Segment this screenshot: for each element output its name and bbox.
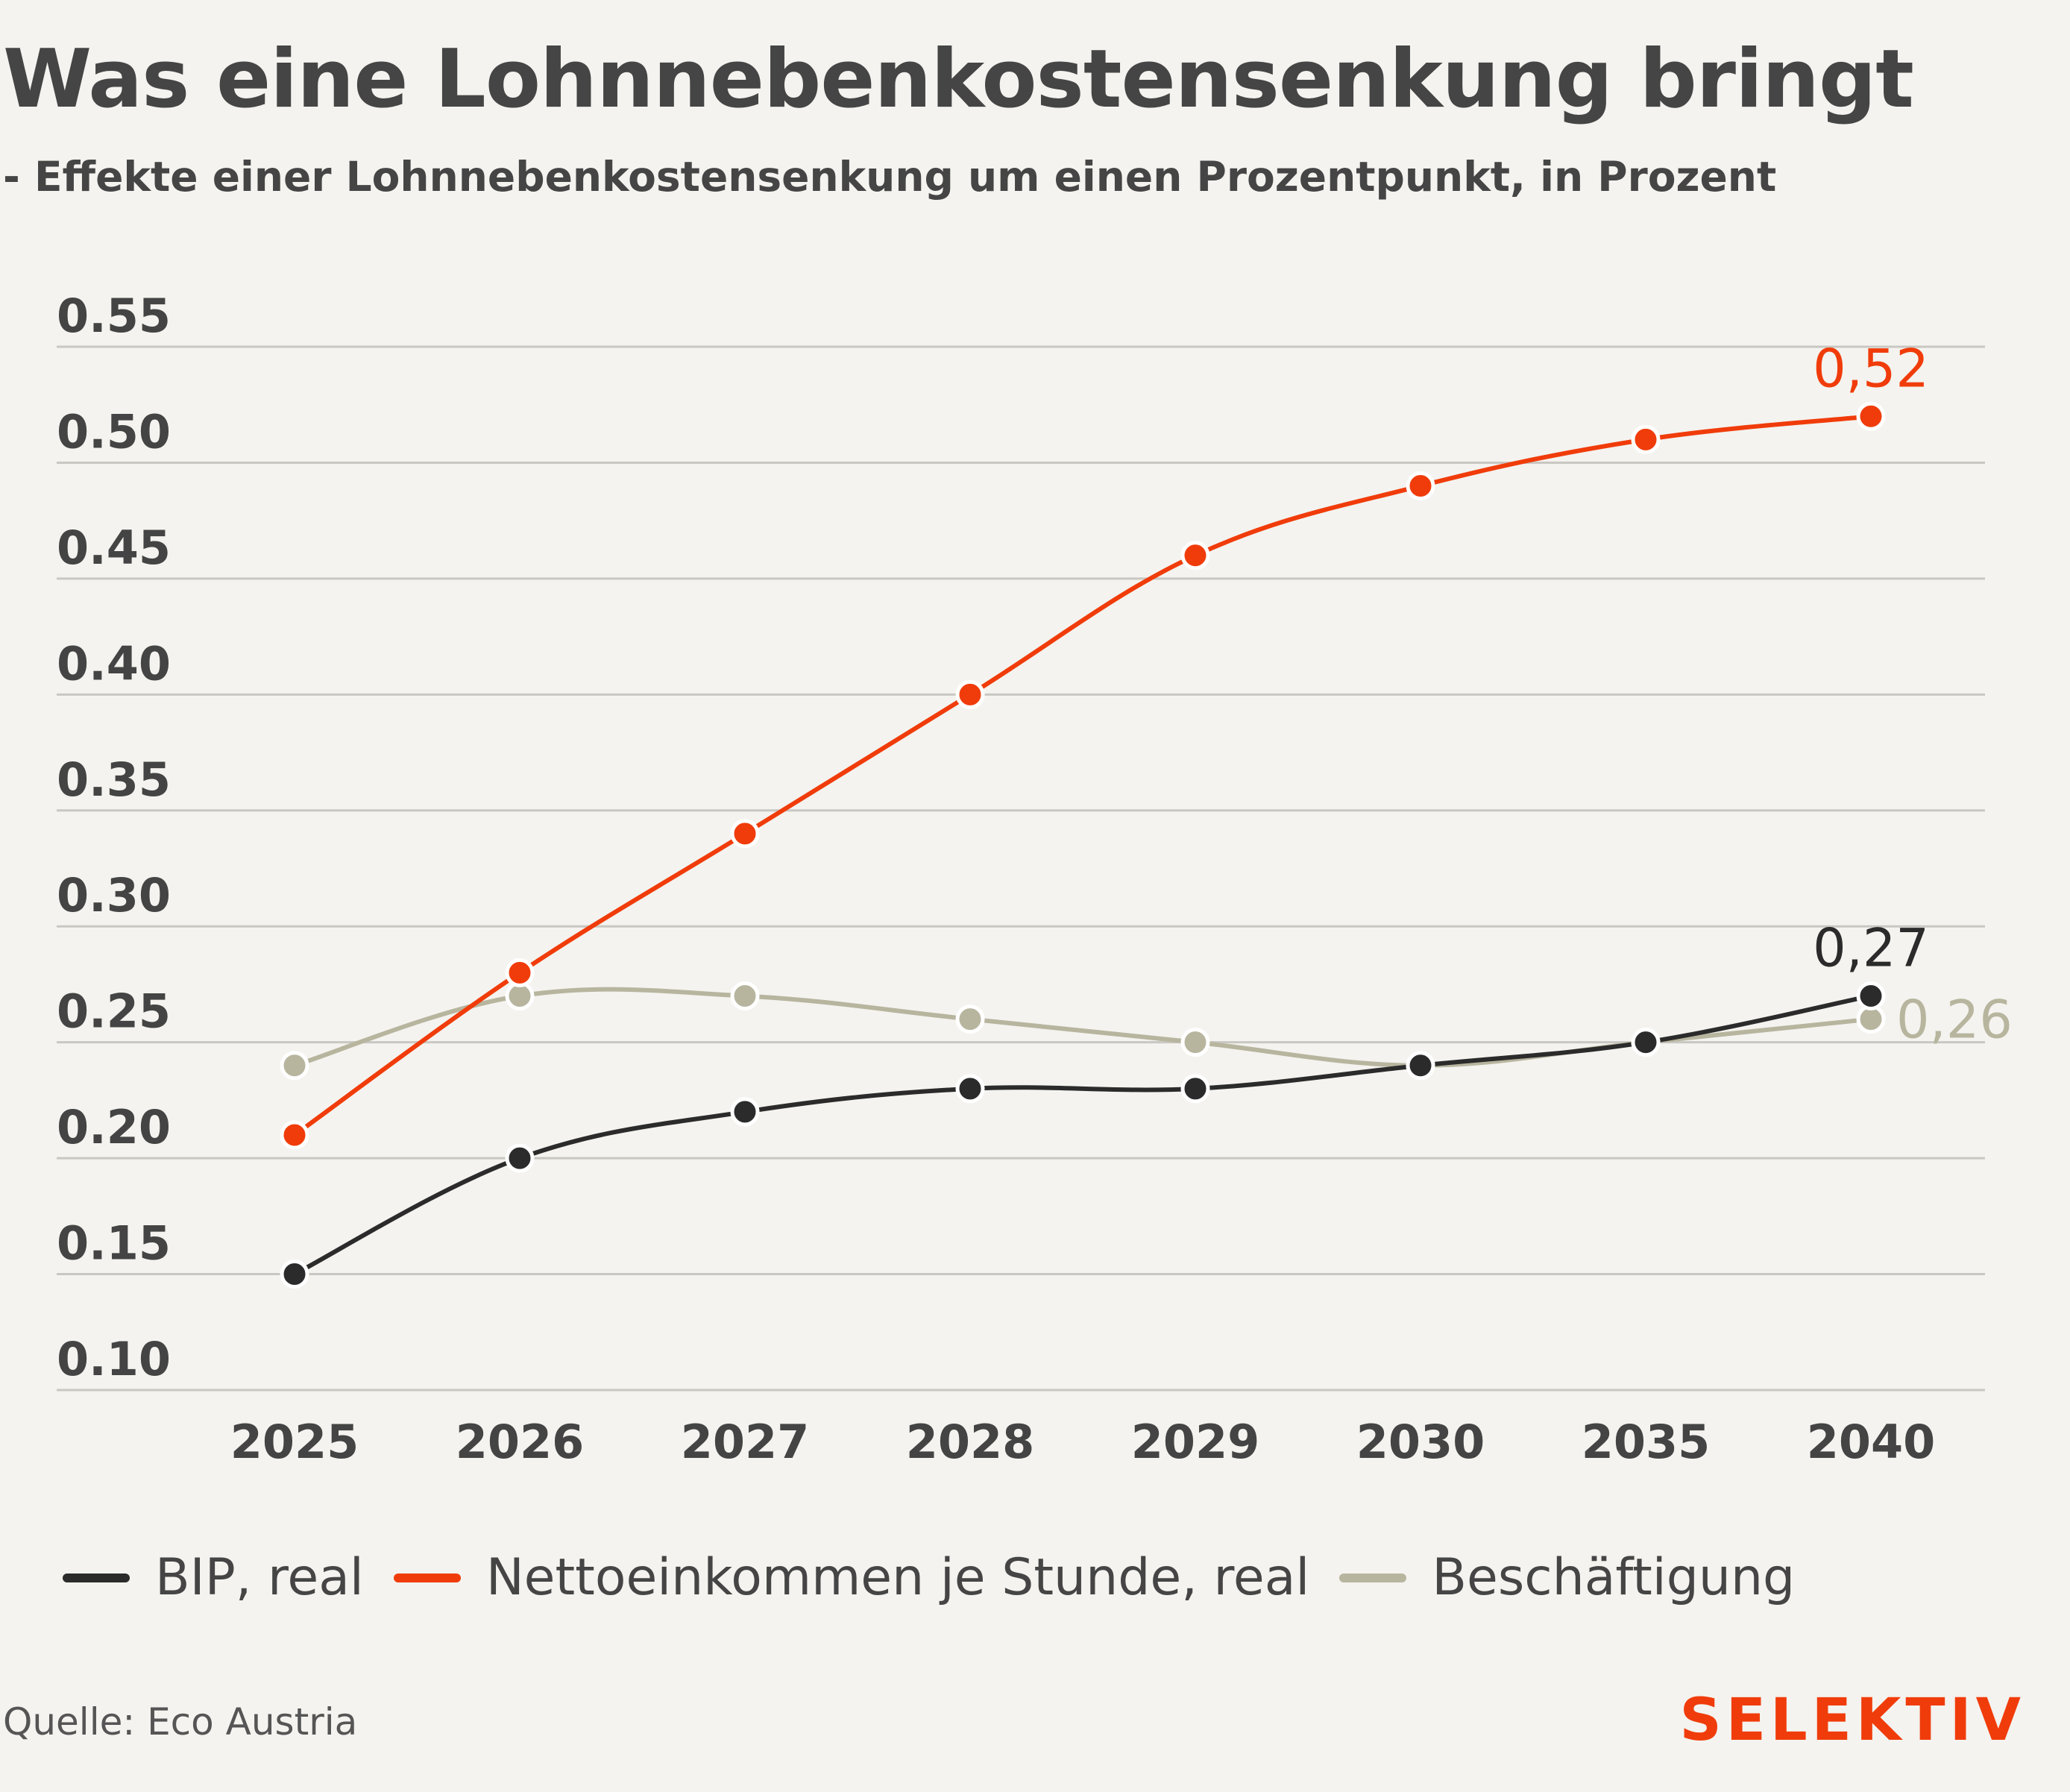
x-tick-label: 2040 xyxy=(1807,1415,1936,1469)
legend-swatch-beschaeftigung xyxy=(1339,1573,1407,1582)
data-point-nettoeinkommen xyxy=(505,958,535,987)
data-point-nettoeinkommen xyxy=(730,819,760,849)
y-axis: 0.10 0.15 0.20 0.25 0.30 0.35 0.40 0.45 0.50 0.55 xyxy=(57,289,171,1386)
chart-title: Was eine Lohnnebenkostensenkung bringt xyxy=(3,33,1914,126)
data-point-bip xyxy=(1856,981,1886,1010)
y-tick-label: 0.35 xyxy=(57,752,171,807)
end-label-nettoeinkommen: 0,52 xyxy=(1813,338,1929,399)
y-tick-label: 0.15 xyxy=(57,1216,171,1271)
series-lines xyxy=(292,414,1873,1277)
y-tick-label: 0.25 xyxy=(57,984,171,1039)
gridlines xyxy=(57,345,1985,1392)
brand-logo: SELEKTIV xyxy=(1679,1687,2025,1754)
data-point-bip xyxy=(1406,1051,1435,1081)
chart-subtitle: - Effekte einer Lohnnebenkostensenkung u… xyxy=(3,153,1777,201)
series-points xyxy=(280,401,1886,1289)
data-point-nettoeinkommen xyxy=(280,1120,309,1150)
source-note: Quelle: Eco Austria xyxy=(3,1700,358,1744)
data-point-beschaeftigung xyxy=(1180,1028,1210,1057)
data-point-bip xyxy=(1631,1028,1661,1057)
x-tick-label: 2029 xyxy=(1131,1415,1260,1469)
series-line-bip xyxy=(292,993,1873,1277)
legend: BIP, real Nettoeinkommen je Stunde, real… xyxy=(63,1548,1825,1607)
legend-item-bip: BIP, real xyxy=(63,1548,364,1607)
data-point-nettoeinkommen xyxy=(955,679,985,709)
data-point-nettoeinkommen xyxy=(1406,471,1435,501)
legend-label-nettoeinkommen: Nettoeinkommen je Stunde, real xyxy=(485,1548,1310,1607)
y-tick-label: 0.20 xyxy=(57,1100,171,1154)
data-point-beschaeftigung xyxy=(280,1051,309,1081)
y-tick-label: 0.55 xyxy=(57,289,171,343)
data-point-beschaeftigung xyxy=(955,1005,985,1034)
x-tick-label: 2025 xyxy=(230,1415,359,1469)
data-point-bip xyxy=(280,1260,309,1289)
x-tick-label: 2035 xyxy=(1582,1415,1711,1469)
series-line-nettoeinkommen xyxy=(292,414,1873,1138)
end-label-bip: 0,27 xyxy=(1813,917,1929,978)
y-tick-label: 0.40 xyxy=(57,636,171,691)
y-tick-label: 0.30 xyxy=(57,868,171,922)
y-tick-label: 0.45 xyxy=(57,521,171,575)
data-point-nettoeinkommen xyxy=(1856,401,1886,431)
x-tick-label: 2028 xyxy=(906,1415,1035,1469)
data-point-bip xyxy=(955,1074,985,1104)
data-point-bip xyxy=(1180,1074,1210,1104)
data-point-nettoeinkommen xyxy=(1180,541,1210,570)
x-tick-label: 2027 xyxy=(681,1415,810,1469)
legend-swatch-bip xyxy=(63,1573,130,1582)
legend-label-beschaeftigung: Beschäftigung xyxy=(1432,1548,1796,1607)
legend-item-beschaeftigung: Beschäftigung xyxy=(1339,1548,1795,1607)
legend-item-nettoeinkommen: Nettoeinkommen je Stunde, real xyxy=(393,1548,1310,1607)
end-label-beschaeftigung: 0,26 xyxy=(1896,990,2013,1051)
data-point-beschaeftigung xyxy=(730,981,760,1010)
y-tick-label: 0.10 xyxy=(57,1332,171,1386)
x-tick-label: 2030 xyxy=(1356,1415,1485,1469)
x-tick-label: 2026 xyxy=(456,1415,585,1469)
end-labels: 0,27 0,52 0,26 xyxy=(1813,338,2013,1050)
y-tick-label: 0.50 xyxy=(57,404,171,459)
data-point-bip xyxy=(730,1097,760,1127)
line-chart: 0.10 0.15 0.20 0.25 0.30 0.35 0.40 0.45 0.50 0.55… xyxy=(57,289,2013,1469)
data-point-bip xyxy=(505,1143,535,1173)
x-axis: 2025 2026 2027 2028 2029 2030 2035 2040 xyxy=(230,1415,1936,1469)
legend-swatch-nettoeinkommen xyxy=(393,1573,461,1582)
legend-label-bip: BIP, real xyxy=(155,1548,364,1607)
data-point-nettoeinkommen xyxy=(1631,424,1661,454)
